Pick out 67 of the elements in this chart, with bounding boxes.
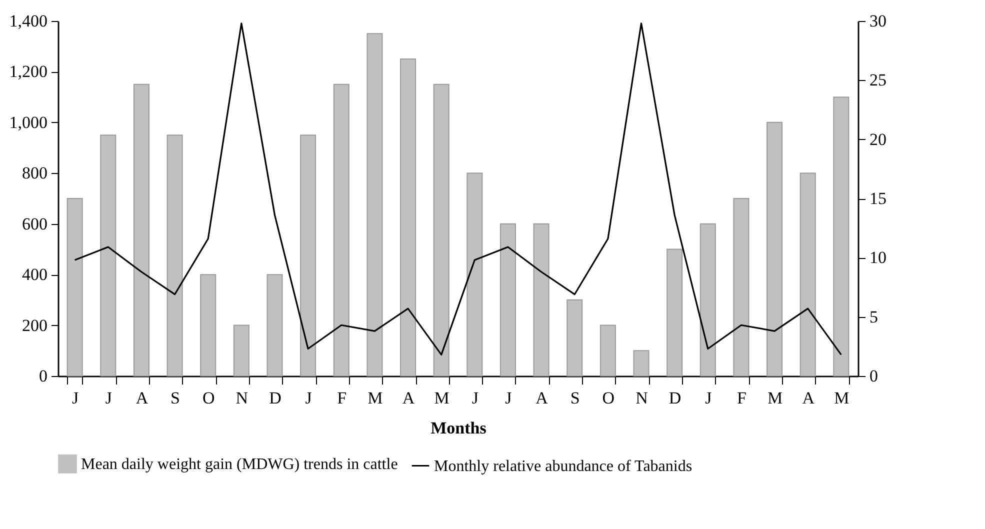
bar [533,223,550,376]
bar [333,84,350,376]
y2-tick-label: 10 [870,248,886,268]
x-tick-label: A [402,388,416,408]
bar [166,134,183,376]
x-tick-label: N [636,388,648,408]
x-tick-label: S [570,388,580,408]
y-tick-label: 800 [22,164,48,183]
y-tick-label: 400 [22,265,48,284]
bar [200,274,216,376]
y2-tick-label: 5 [870,307,878,326]
y-tick-label: 1,000 [9,112,48,132]
x-tick-label: M [368,388,383,408]
x-tick-label: J [505,388,512,408]
y2-tick-label: 15 [870,189,886,208]
bar [300,134,316,376]
x-tick-label: D [668,388,682,408]
y2-tick-label: 20 [870,130,886,149]
y2-tick-label: 25 [870,70,886,90]
bar [766,122,783,376]
x-axis-title: Months [430,418,487,438]
y2-tick-label: 0 [870,366,878,386]
bar [500,223,516,376]
legend-label: Mean daily weight gain (MDWG) trends in cattle [81,456,398,473]
bar [800,172,816,376]
bar [266,274,283,376]
x-tick-label: O [202,388,215,408]
x-tick-label: J [472,388,479,408]
bar [400,58,416,376]
x-tick-label: N [236,388,248,408]
x-tick-label: F [736,388,746,408]
bar [133,84,150,376]
x-tick-label: M [767,388,783,408]
bar [233,324,250,376]
bar [366,33,383,376]
bar [600,324,616,376]
bar [700,223,716,376]
x-tick-label: S [170,388,180,408]
y-tick-label: 1,200 [9,62,48,82]
bar [833,96,850,376]
x-tick-label: F [337,388,347,408]
bar [433,84,450,376]
x-tick-label: A [802,388,816,408]
y-tick-label: 600 [22,214,48,234]
y-tick-label: 200 [22,316,48,335]
bar [100,134,116,376]
bar [633,350,650,376]
bar [566,299,583,376]
x-tick-label: A [536,388,549,408]
x-tick-label: M [434,388,450,408]
bar [466,172,483,376]
x-tick-label: J [105,388,112,408]
bar [733,198,750,376]
x-tick-label: D [269,388,282,408]
x-tick-label: J [705,388,712,408]
x-tick-label: A [136,388,149,408]
x-tick-label: O [602,388,615,408]
y2-tick-label: 30 [870,12,886,30]
line-series [74,22,842,356]
x-tick-label: J [305,388,312,408]
bar [666,248,683,376]
y-tick-label: 0 [39,366,48,386]
x-tick-label: J [72,388,80,408]
y-tick-label: 1,400 [9,12,48,30]
bar [66,198,83,376]
x-tick-label: M [834,388,850,408]
legend-label: Monthly relative abundance of Tabanids [434,458,692,475]
